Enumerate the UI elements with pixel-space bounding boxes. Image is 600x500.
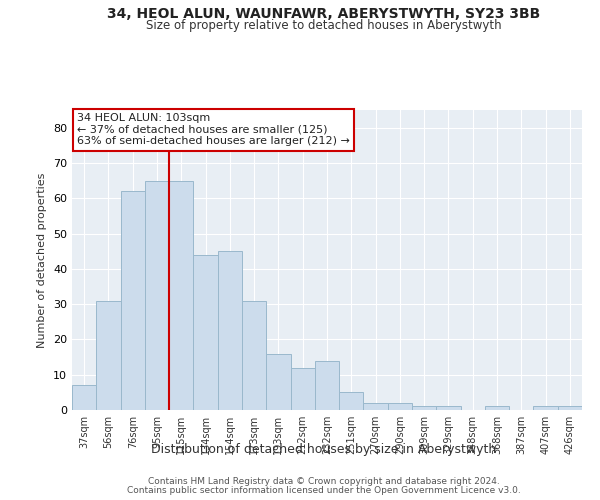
Text: 34, HEOL ALUN, WAUNFAWR, ABERYSTWYTH, SY23 3BB: 34, HEOL ALUN, WAUNFAWR, ABERYSTWYTH, SY… [107,8,541,22]
Bar [364,403,388,410]
Text: Distribution of detached houses by size in Aberystwyth: Distribution of detached houses by size … [151,442,497,456]
Bar [72,386,96,410]
Bar [242,300,266,410]
Bar [193,254,218,410]
Bar [412,406,436,410]
Bar [436,406,461,410]
Bar [96,300,121,410]
Y-axis label: Number of detached properties: Number of detached properties [37,172,47,348]
Bar [266,354,290,410]
Bar [485,406,509,410]
Bar [388,403,412,410]
Bar [169,180,193,410]
Bar [315,360,339,410]
Bar [339,392,364,410]
Bar [290,368,315,410]
Text: Contains public sector information licensed under the Open Government Licence v3: Contains public sector information licen… [127,486,521,495]
Bar [145,180,169,410]
Bar [558,406,582,410]
Bar [218,251,242,410]
Bar [121,191,145,410]
Text: Contains HM Land Registry data © Crown copyright and database right 2024.: Contains HM Land Registry data © Crown c… [148,478,500,486]
Text: 34 HEOL ALUN: 103sqm
← 37% of detached houses are smaller (125)
63% of semi-deta: 34 HEOL ALUN: 103sqm ← 37% of detached h… [77,113,350,146]
Bar [533,406,558,410]
Text: Size of property relative to detached houses in Aberystwyth: Size of property relative to detached ho… [146,19,502,32]
